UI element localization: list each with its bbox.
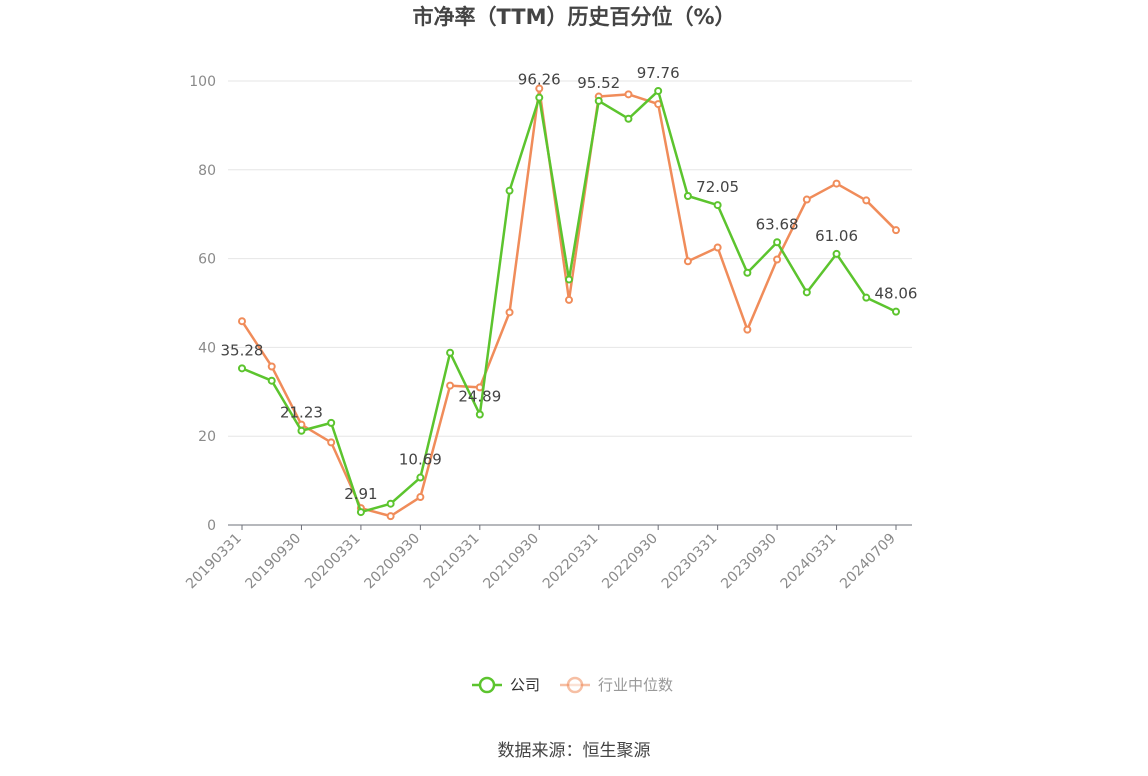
y-tick-label: 80 — [198, 163, 216, 179]
data-point[interactable] — [832, 249, 841, 258]
legend-marker — [566, 676, 584, 694]
data-label: 63.68 — [756, 215, 799, 233]
data-point[interactable] — [892, 307, 900, 316]
x-tick-label: 20220331 — [540, 531, 602, 593]
data-point[interactable] — [713, 201, 722, 210]
data-point[interactable] — [386, 499, 395, 508]
data-point[interactable] — [535, 84, 544, 93]
legend[interactable]: 公司 行业中位数 — [472, 676, 673, 694]
data-point[interactable] — [535, 93, 544, 102]
data-point[interactable] — [713, 243, 722, 252]
legend-item-0[interactable]: 公司 — [472, 676, 540, 694]
data-point[interactable] — [505, 308, 514, 317]
data-label: 48.06 — [875, 285, 918, 303]
data-point[interactable] — [743, 325, 752, 334]
data-point[interactable] — [802, 288, 811, 297]
y-tick-label: 60 — [198, 252, 216, 268]
data-point[interactable] — [683, 257, 692, 266]
x-tick-label: 20190930 — [243, 531, 305, 593]
legend-label: 行业中位数 — [598, 676, 673, 694]
data-point[interactable] — [416, 493, 425, 502]
legend-item-1[interactable]: 行业中位数 — [560, 676, 673, 694]
data-point[interactable] — [773, 238, 782, 247]
data-label: 96.26 — [518, 71, 561, 89]
data-point[interactable] — [624, 114, 633, 123]
x-tick-label: 20240709 — [837, 531, 899, 593]
x-tick-label: 20240331 — [778, 531, 840, 593]
chart-title: 市净率（TTM）历史百分位（%） — [412, 5, 735, 29]
data-label: 24.89 — [458, 387, 501, 405]
y-tick-label: 0 — [207, 518, 216, 534]
data-point[interactable] — [802, 195, 811, 204]
y-tick-label: 20 — [198, 429, 216, 445]
data-label: 35.28 — [221, 341, 264, 359]
data-labels: 35.28 21.23 2.91 10.69 24.89 96.26 95.52 97.76 7… — [221, 64, 918, 503]
data-point[interactable] — [446, 348, 455, 357]
data-point[interactable] — [743, 268, 752, 277]
data-point[interactable] — [356, 508, 365, 517]
data-point[interactable] — [327, 438, 336, 447]
data-point[interactable] — [238, 317, 246, 326]
data-point[interactable] — [416, 473, 425, 482]
data-label: 95.52 — [577, 74, 620, 92]
data-point[interactable] — [624, 90, 633, 99]
data-point[interactable] — [862, 293, 871, 302]
data-point[interactable] — [654, 86, 663, 95]
data-point[interactable] — [297, 426, 306, 435]
data-point[interactable] — [832, 179, 841, 188]
data-point[interactable] — [386, 512, 395, 521]
x-tick-label: 20200930 — [361, 531, 423, 593]
data-point[interactable] — [683, 191, 692, 200]
data-point[interactable] — [267, 376, 276, 385]
x-tick-label: 20220930 — [599, 531, 661, 593]
data-label: 72.05 — [696, 178, 739, 196]
data-label: 97.76 — [637, 64, 680, 82]
data-point[interactable] — [446, 381, 455, 390]
data-label: 2.91 — [344, 485, 377, 503]
data-point[interactable] — [327, 418, 336, 427]
legend-marker — [478, 676, 496, 694]
x-tick-label: 20230331 — [659, 531, 721, 593]
y-tick-label: 40 — [198, 340, 216, 356]
y-tick-label: 100 — [189, 74, 216, 90]
x-tick-label: 20230930 — [718, 531, 780, 593]
data-point[interactable] — [862, 196, 871, 205]
data-point[interactable] — [594, 96, 603, 105]
data-point[interactable] — [238, 364, 246, 373]
data-point[interactable] — [505, 186, 514, 195]
data-point[interactable] — [565, 275, 573, 284]
x-tick-label: 20210331 — [421, 531, 483, 593]
data-label: 10.69 — [399, 451, 442, 469]
grid-lines — [228, 80, 912, 437]
legend-label: 公司 — [510, 676, 540, 694]
data-point[interactable] — [773, 255, 782, 264]
series-lines — [238, 84, 900, 521]
x-tick-label: 20200331 — [302, 531, 364, 593]
data-point[interactable] — [475, 410, 484, 419]
data-point[interactable] — [565, 295, 573, 304]
data-label: 21.23 — [280, 404, 323, 422]
data-label: 61.06 — [815, 227, 858, 245]
x-tick-label: 20210930 — [480, 531, 542, 593]
data-point[interactable] — [267, 362, 276, 371]
data-point[interactable] — [892, 226, 900, 235]
x-tick-label: 20190331 — [183, 531, 245, 593]
data-source-note: 数据来源：恒生聚源 — [498, 741, 651, 761]
